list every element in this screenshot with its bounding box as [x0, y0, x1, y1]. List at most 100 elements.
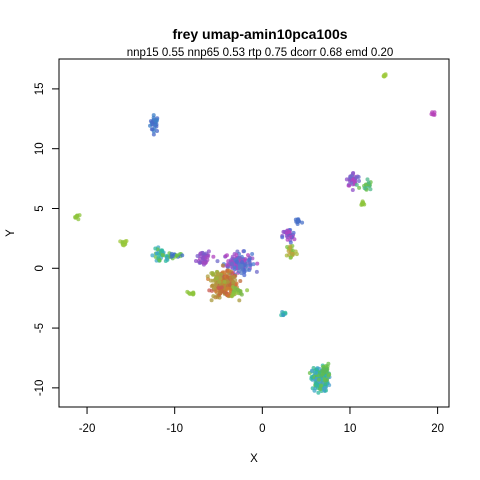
data-point — [224, 254, 228, 258]
y-tick-label: 5 — [34, 205, 46, 211]
data-point — [230, 262, 234, 266]
data-point — [152, 113, 156, 117]
data-point — [220, 285, 224, 289]
data-point — [232, 280, 236, 284]
x-tick-label: 20 — [431, 423, 444, 435]
data-point — [226, 293, 230, 297]
data-point — [288, 230, 292, 234]
data-point — [202, 255, 206, 259]
data-point — [357, 179, 361, 183]
data-point — [318, 387, 322, 391]
data-point — [314, 383, 318, 387]
data-point — [297, 219, 301, 223]
data-point — [150, 253, 154, 257]
data-point — [160, 249, 164, 253]
data-point — [240, 293, 244, 297]
data-point — [242, 249, 246, 253]
data-point — [234, 253, 238, 257]
data-point — [203, 261, 207, 265]
data-point — [238, 279, 242, 283]
y-tick-label: -10 — [34, 380, 46, 397]
data-point — [247, 258, 251, 262]
data-point — [240, 268, 244, 272]
data-point — [289, 235, 293, 239]
data-point — [215, 276, 219, 280]
y-tick-label: 10 — [34, 142, 46, 155]
data-point — [320, 374, 324, 378]
data-point — [285, 234, 289, 238]
data-point — [158, 258, 162, 262]
data-point — [219, 289, 223, 293]
data-point — [280, 235, 284, 239]
x-tick-label: 0 — [259, 423, 265, 435]
data-point — [226, 275, 230, 279]
data-point — [289, 256, 293, 260]
data-point — [212, 287, 216, 291]
data-point — [153, 119, 157, 123]
data-point — [316, 391, 320, 395]
x-tick-label: -20 — [79, 423, 96, 435]
data-point — [368, 187, 372, 191]
chart-title: frey umap-amin10pca100s — [172, 26, 347, 42]
data-point — [347, 184, 351, 188]
data-point — [281, 313, 285, 317]
data-point — [317, 378, 321, 382]
data-point — [361, 201, 365, 205]
data-point — [351, 188, 355, 192]
data-point — [198, 261, 202, 265]
data-point — [74, 216, 78, 220]
data-point — [292, 231, 296, 235]
data-point — [234, 286, 238, 290]
data-point — [161, 253, 165, 257]
data-point — [222, 280, 226, 284]
data-point — [351, 171, 355, 175]
data-point — [210, 298, 214, 302]
data-point — [216, 271, 220, 275]
data-point — [431, 113, 435, 117]
data-point — [206, 274, 210, 278]
data-point — [238, 256, 242, 260]
data-point — [187, 291, 191, 295]
data-point — [314, 371, 318, 375]
data-point — [348, 175, 352, 179]
data-point — [319, 384, 323, 388]
data-point — [170, 255, 174, 259]
data-point — [327, 383, 331, 387]
data-point — [149, 119, 153, 123]
y-tick-label: -5 — [34, 323, 46, 333]
data-point — [324, 364, 328, 368]
data-point — [291, 248, 295, 252]
data-point — [357, 186, 361, 190]
y-tick-label: 0 — [34, 265, 46, 271]
data-point — [227, 269, 231, 273]
data-point — [153, 247, 157, 251]
y-axis-label: Y — [5, 229, 17, 237]
data-point — [211, 255, 215, 259]
data-point — [232, 275, 236, 279]
data-point — [322, 377, 326, 381]
data-point — [292, 237, 296, 241]
data-point — [231, 255, 235, 259]
data-point — [289, 240, 293, 244]
y-tick-label: 15 — [34, 82, 46, 95]
chart-subtitle: nnp15 0.55 nnp65 0.53 rtp 0.75 dcorr 0.6… — [127, 47, 394, 59]
x-tick-label: 10 — [344, 423, 357, 435]
data-point — [237, 298, 241, 302]
data-point — [295, 252, 299, 256]
data-point — [323, 386, 327, 390]
data-point — [250, 252, 254, 256]
data-point — [310, 369, 314, 373]
data-point — [215, 295, 219, 299]
data-point — [123, 239, 127, 243]
data-point — [363, 186, 367, 190]
data-point — [382, 75, 386, 79]
data-point — [230, 272, 234, 276]
data-point — [180, 253, 184, 257]
data-point — [221, 263, 225, 267]
data-point — [245, 288, 249, 292]
data-point — [240, 260, 244, 264]
data-point — [165, 257, 169, 261]
data-point — [242, 273, 246, 277]
data-point — [217, 280, 221, 284]
